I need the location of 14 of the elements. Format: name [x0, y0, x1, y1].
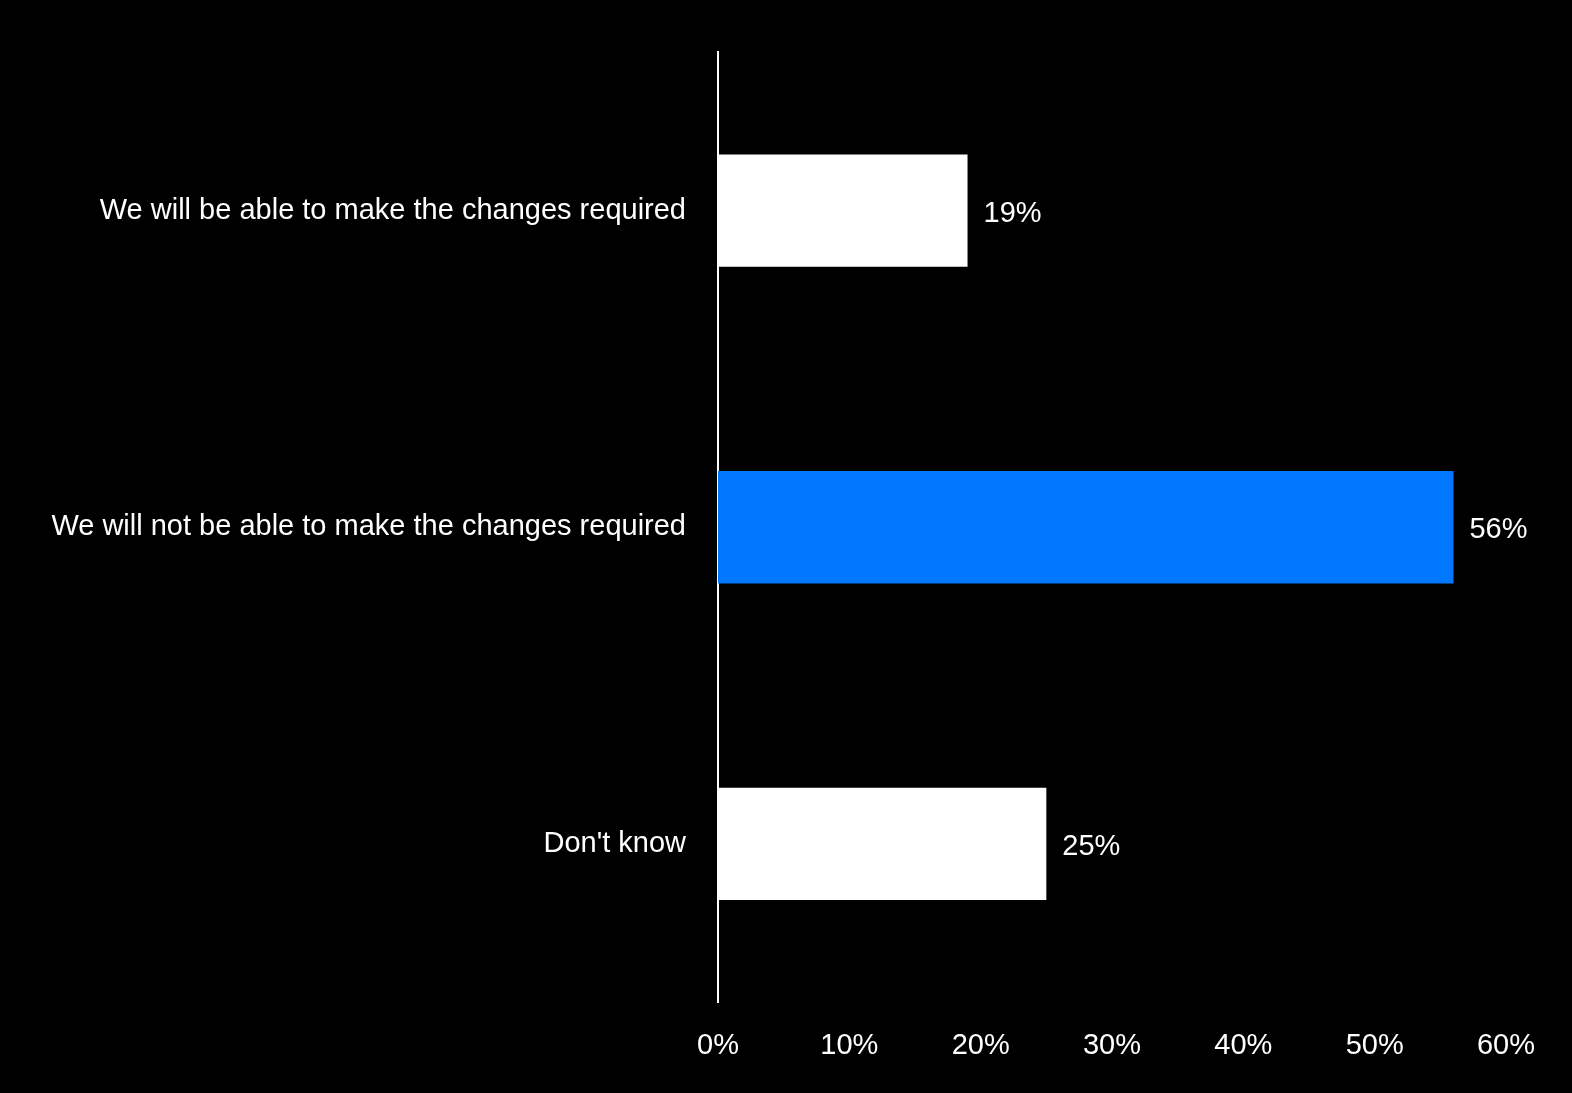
x-tick-label: 30% [1082, 1027, 1142, 1060]
x-tick-label: 10% [820, 1027, 879, 1060]
bar [718, 471, 1454, 584]
x-tick-label: 20% [951, 1027, 1010, 1060]
y-tick-label: We will not be able to make the changes required [51, 509, 686, 542]
x-tick-label: 50% [1345, 1027, 1404, 1060]
data-label: 25% [1062, 828, 1121, 861]
x-tick-label: 40% [1214, 1027, 1273, 1060]
data-label: 19% [983, 195, 1042, 228]
data-label: 56% [1469, 512, 1528, 545]
x-tick-label: 60% [1476, 1027, 1536, 1060]
x-tick-label: 0% [697, 1027, 739, 1060]
y-tick-label: Don't know [543, 825, 688, 858]
y-tick-label: We will be able to make the changes required [99, 192, 686, 225]
